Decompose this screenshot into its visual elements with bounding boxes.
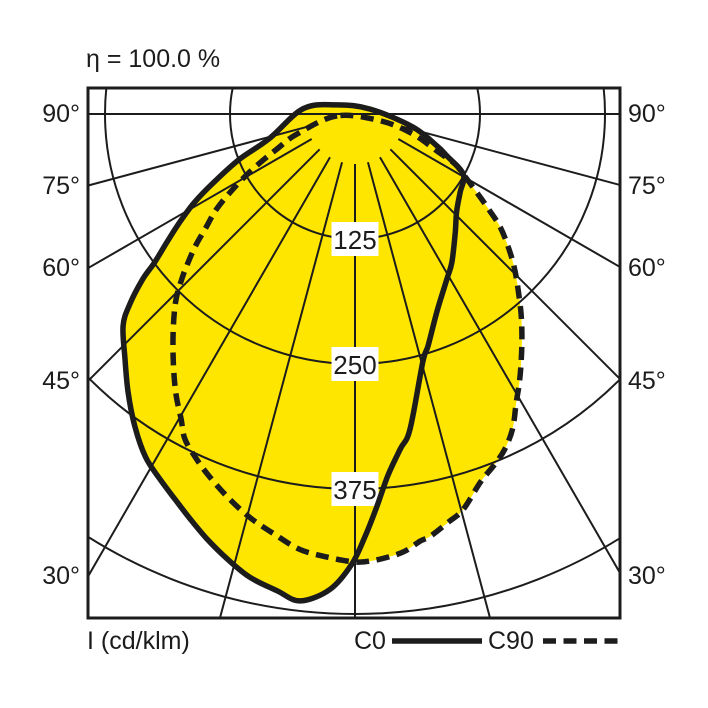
ring-label-box-125 bbox=[331, 222, 379, 256]
angle-grid-line-r60 bbox=[397, 138, 620, 269]
ring-label-box-375 bbox=[331, 472, 379, 506]
ring-label-box-250 bbox=[331, 347, 379, 381]
angle-grid-line-l60 bbox=[88, 138, 313, 270]
intensity-area-fill-c90 bbox=[172, 115, 522, 563]
angle-label-left-60: 60° bbox=[42, 254, 80, 282]
angle-grid-line-l75 bbox=[88, 125, 307, 187]
angle-label-right-60: 60° bbox=[628, 254, 666, 282]
angle-label-right-30: 30° bbox=[628, 562, 666, 590]
angle-label-left-45: 45° bbox=[42, 367, 80, 395]
plot-frame bbox=[86, 86, 622, 620]
angle-label-right-45: 45° bbox=[628, 367, 666, 395]
angle-label-left-30: 30° bbox=[42, 562, 80, 590]
intensity-axis-label: I (cd/klm) bbox=[87, 627, 190, 655]
c90-curve bbox=[170, 112, 525, 565]
legend-c0-label: C0 bbox=[354, 627, 386, 655]
angle-label-left-75: 75° bbox=[42, 172, 80, 200]
angle-grid-line-r30 bbox=[379, 156, 620, 575]
angle-label-right-75: 75° bbox=[628, 172, 666, 200]
ring-label-125: 125 bbox=[333, 225, 376, 255]
angle-grid-line-l45 bbox=[88, 148, 321, 383]
c0-curve bbox=[120, 101, 467, 604]
angle-label-left-90: 90° bbox=[42, 100, 80, 128]
angle-grid-line-l15 bbox=[218, 162, 344, 618]
angle-grid-line-r45 bbox=[389, 148, 620, 381]
legend-c90-label: C90 bbox=[488, 627, 534, 655]
angle-grid-line-l30 bbox=[88, 156, 331, 579]
ring-label-375: 375 bbox=[333, 475, 376, 505]
angle-grid-line-r15 bbox=[366, 162, 492, 618]
angle-label-right-90: 90° bbox=[628, 100, 666, 128]
angle-grid-line-r75 bbox=[403, 125, 620, 187]
ring-label-250: 250 bbox=[333, 350, 376, 380]
efficiency-title: η = 100.0 % bbox=[86, 45, 221, 73]
